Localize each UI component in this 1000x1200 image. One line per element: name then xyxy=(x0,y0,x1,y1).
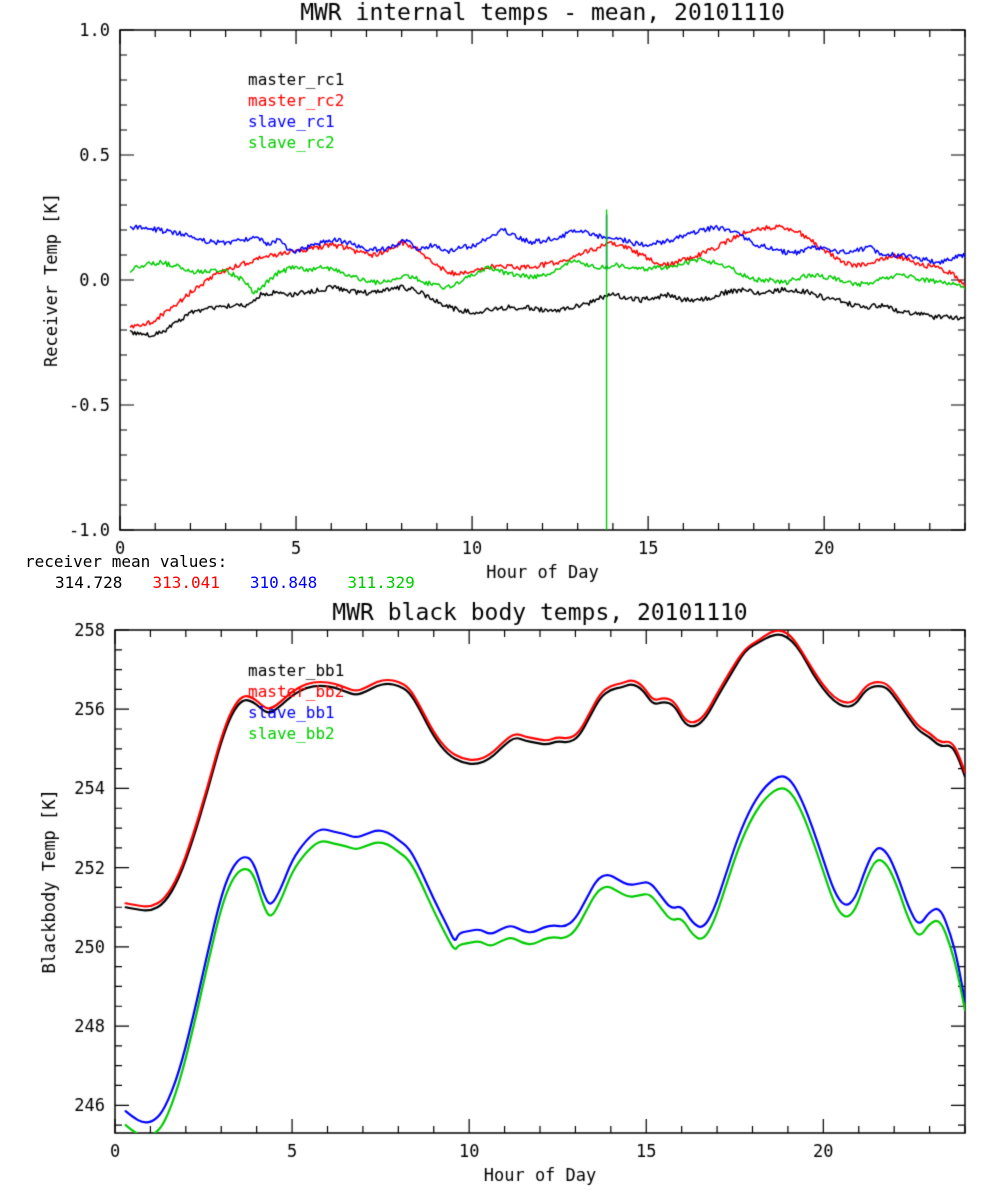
mean-value: 313.041 xyxy=(152,573,220,592)
receiver-temp-chart xyxy=(0,0,1000,600)
receiver-mean-values-label: receiver mean values: xyxy=(25,552,228,571)
mean-value: 310.848 xyxy=(249,573,318,592)
blackbody-temp-chart xyxy=(0,600,1000,1200)
mean-value: 314.728 xyxy=(55,573,123,592)
receiver-mean-values-row: 314.728 313.041 310.848 311.329 xyxy=(55,573,445,592)
mean-value: 311.329 xyxy=(347,573,415,592)
